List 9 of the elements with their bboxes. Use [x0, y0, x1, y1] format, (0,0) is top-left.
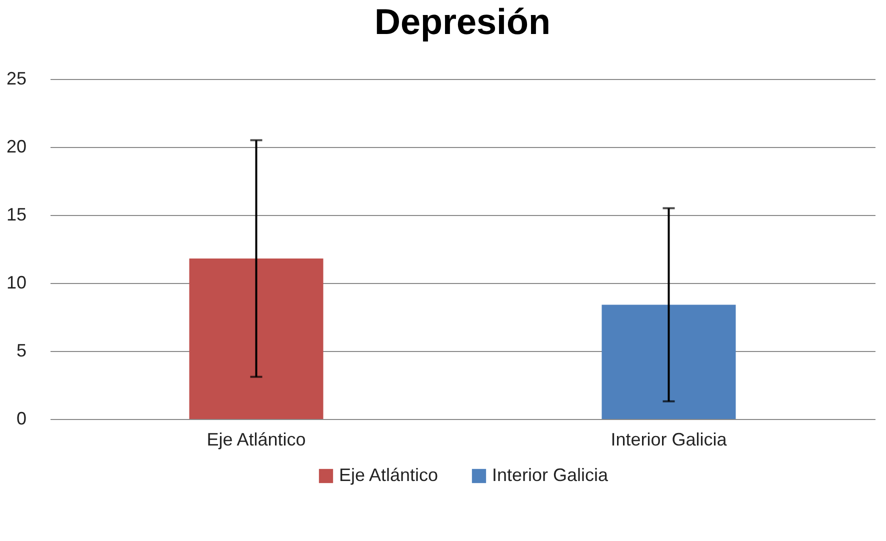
legend-label: Interior Galicia — [492, 465, 610, 485]
chart-title: Depresión — [374, 1, 551, 42]
y-tick-label: 15 — [6, 204, 26, 224]
y-tick-label: 0 — [16, 408, 26, 428]
y-tick-label: 25 — [6, 68, 26, 88]
y-tick-label: 5 — [16, 340, 26, 360]
legend-label: Eje Atlántico — [339, 465, 438, 485]
y-tick-label: 10 — [6, 272, 26, 292]
y-tick-label: 20 — [6, 136, 26, 156]
